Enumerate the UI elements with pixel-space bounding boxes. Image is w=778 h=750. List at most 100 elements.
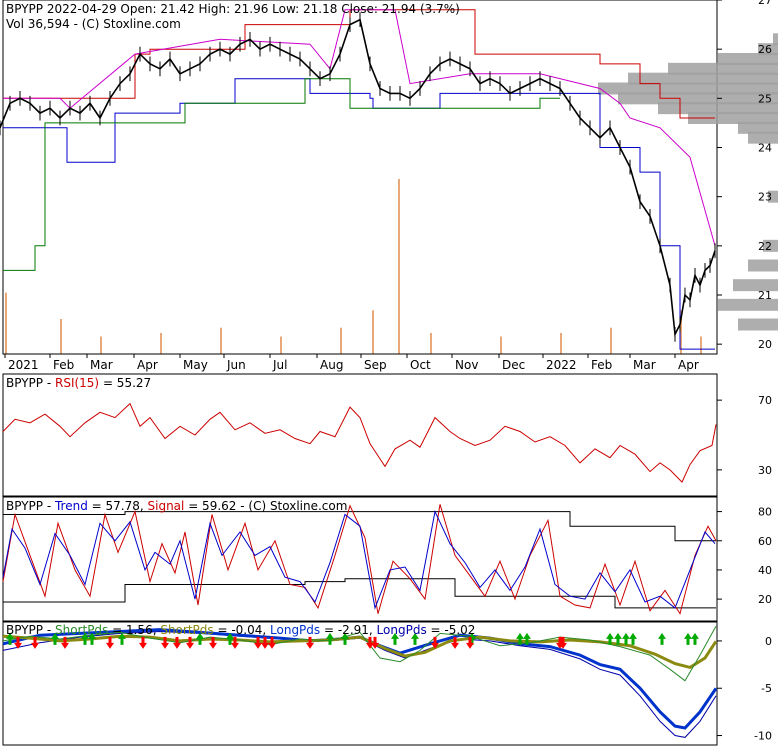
month-label: Nov	[455, 358, 478, 372]
buy-arrow-icon	[468, 632, 476, 645]
volume-profile-bar	[668, 62, 778, 75]
y-tick-label: 20	[758, 593, 772, 606]
magenta-band-line	[3, 9, 716, 246]
rsi-panel-frame	[2, 373, 718, 497]
y-tick-label: 27	[758, 0, 772, 7]
upper-band-line	[3, 9, 715, 119]
month-label: Apr	[678, 358, 699, 372]
volume-profile-bar	[598, 82, 778, 95]
volume-profile-bar	[738, 121, 778, 134]
y-tick-label: 80	[758, 506, 772, 519]
volume-bar	[398, 179, 400, 354]
rsi-y-axis: 30 70	[717, 394, 772, 477]
periods-y-axis: -10 -5 0	[717, 635, 772, 743]
y-tick-label: 24	[758, 142, 772, 155]
longpds-line-1	[2, 628, 718, 730]
stochastic-panel: 20 40 60 80 BPYPP - Trend = 57.78, Signal =…	[2, 496, 772, 622]
volume-bar	[340, 327, 342, 354]
stochastic-y-axis: 20 40 60 80	[717, 506, 772, 606]
sell-arrow-icon	[173, 636, 181, 649]
volume-bar	[430, 333, 432, 354]
rsi-line	[2, 402, 717, 483]
volume-profile	[598, 33, 778, 331]
volume-bar	[500, 336, 502, 354]
volume-profile-bar	[758, 43, 778, 56]
sell-arrow-icon	[139, 636, 147, 649]
price-bands	[3, 9, 716, 350]
sell-arrow-icon	[61, 636, 69, 649]
rsi-panel: 30 70 BPYPP - RSI(15) = 55.27	[2, 373, 772, 497]
month-label: Sep	[364, 358, 387, 372]
volume-profile-bar	[773, 33, 778, 46]
green-band-line	[3, 78, 560, 271]
month-label: Jul	[272, 358, 287, 372]
sell-arrow-icon	[161, 636, 169, 649]
sell-arrow-icon	[209, 636, 217, 649]
shortpds-line-1	[2, 625, 717, 682]
y-tick-label: -5	[761, 682, 772, 695]
volume-profile-bar	[738, 318, 778, 331]
buy-arrow-icon	[411, 632, 419, 645]
sell-arrow-icon	[306, 636, 314, 649]
sell-arrow-icon	[366, 636, 374, 649]
month-label: Oct	[410, 358, 431, 372]
buy-arrow-icon	[523, 632, 531, 645]
sell-arrow-icon	[451, 636, 459, 649]
buy-arrow-icon	[691, 632, 699, 645]
buy-arrow-icon	[684, 632, 692, 645]
buy-arrow-icon	[391, 632, 399, 645]
volume-bar	[280, 336, 282, 354]
buy-arrow-icon	[326, 632, 334, 645]
volume-bar	[372, 310, 374, 354]
y-tick-label: 60	[758, 535, 772, 548]
volume-profile-bar	[718, 298, 778, 311]
buy-arrow-icon	[88, 632, 96, 645]
sell-arrow-icon	[261, 636, 269, 649]
month-label: Mar	[633, 358, 656, 372]
sell-arrow-icon	[31, 636, 39, 649]
y-tick-label: -10	[754, 730, 772, 743]
sell-arrow-icon	[371, 636, 379, 649]
volume-profile-bar	[658, 102, 778, 115]
month-label: Aug	[320, 358, 343, 372]
price-close-line	[0, 18, 716, 338]
sell-arrow-icon	[231, 636, 239, 649]
stoch-signal-line	[2, 504, 717, 615]
signal-arrows	[6, 632, 699, 649]
stoch-lower-envelope	[3, 578, 716, 609]
volume-profile-bar	[748, 131, 778, 144]
buy-arrow-icon	[226, 632, 234, 645]
buy-arrow-icon	[6, 632, 14, 645]
sell-arrow-icon	[14, 636, 22, 649]
volume-profile-bar	[688, 112, 778, 124]
y-tick-label: 40	[758, 564, 772, 577]
volume-bar	[680, 310, 682, 354]
month-label: Jun	[226, 358, 246, 372]
price-y-axis: 20 21 22 23 24 25 26 27	[717, 0, 772, 351]
sell-arrow-icon	[268, 636, 276, 649]
volume-bar	[100, 336, 102, 354]
month-axis: 2021 Feb Mar Apr May Jun Jul Aug Sep Oct Nov Dec 202…	[3, 353, 717, 372]
price-series	[0, 12, 716, 342]
month-label: Mar	[90, 358, 113, 372]
price-panel: 20 21 22 23 24 25 26 27 BPYPP 2022-04-29 Open: …	[0, 0, 778, 355]
sell-arrow-icon	[186, 636, 194, 649]
month-label: Dec	[502, 358, 525, 372]
volume-profile-bar	[763, 239, 778, 252]
y-tick-label: 0	[765, 635, 772, 648]
volume-profile-bar	[768, 190, 778, 203]
month-label: Feb	[591, 358, 612, 372]
buy-arrow-icon	[81, 632, 89, 645]
month-label: 2022	[546, 358, 577, 372]
buy-arrow-icon	[516, 632, 524, 645]
volume-bar	[60, 319, 62, 354]
buy-arrow-icon	[341, 632, 349, 645]
sell-arrow-icon	[431, 636, 439, 649]
periods-panel-frame	[2, 621, 718, 746]
price-header-line2: Vol 36,594 - (C) Stoxline.com	[6, 17, 181, 31]
rsi-header: BPYPP - RSI(15) = 55.27	[6, 376, 151, 390]
shortpds-line-2	[2, 634, 718, 670]
stochastic-series	[2, 504, 717, 615]
volume-bar	[160, 333, 162, 354]
